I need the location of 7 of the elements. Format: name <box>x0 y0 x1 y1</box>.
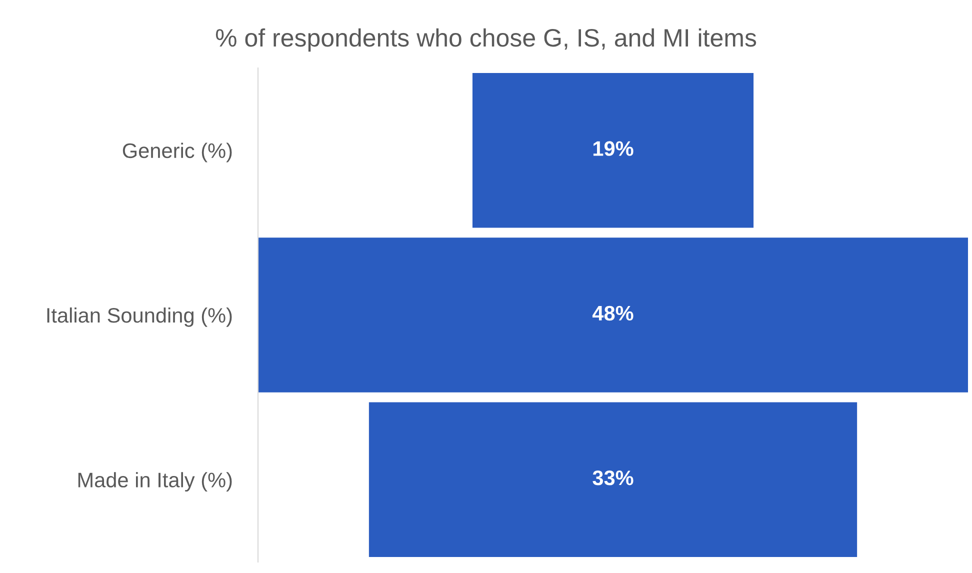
category-label: Italian Sounding (%) <box>47 307 232 327</box>
data-label: 19% <box>593 141 634 156</box>
text: % of respondents who chose G, IS, and MI items <box>216 28 756 52</box>
data-label: 33% <box>592 470 634 486</box>
category-label: Made in Italy (%) <box>78 472 232 492</box>
data-label: 48% <box>592 306 634 321</box>
category-label: Generic (%) <box>122 142 232 162</box>
